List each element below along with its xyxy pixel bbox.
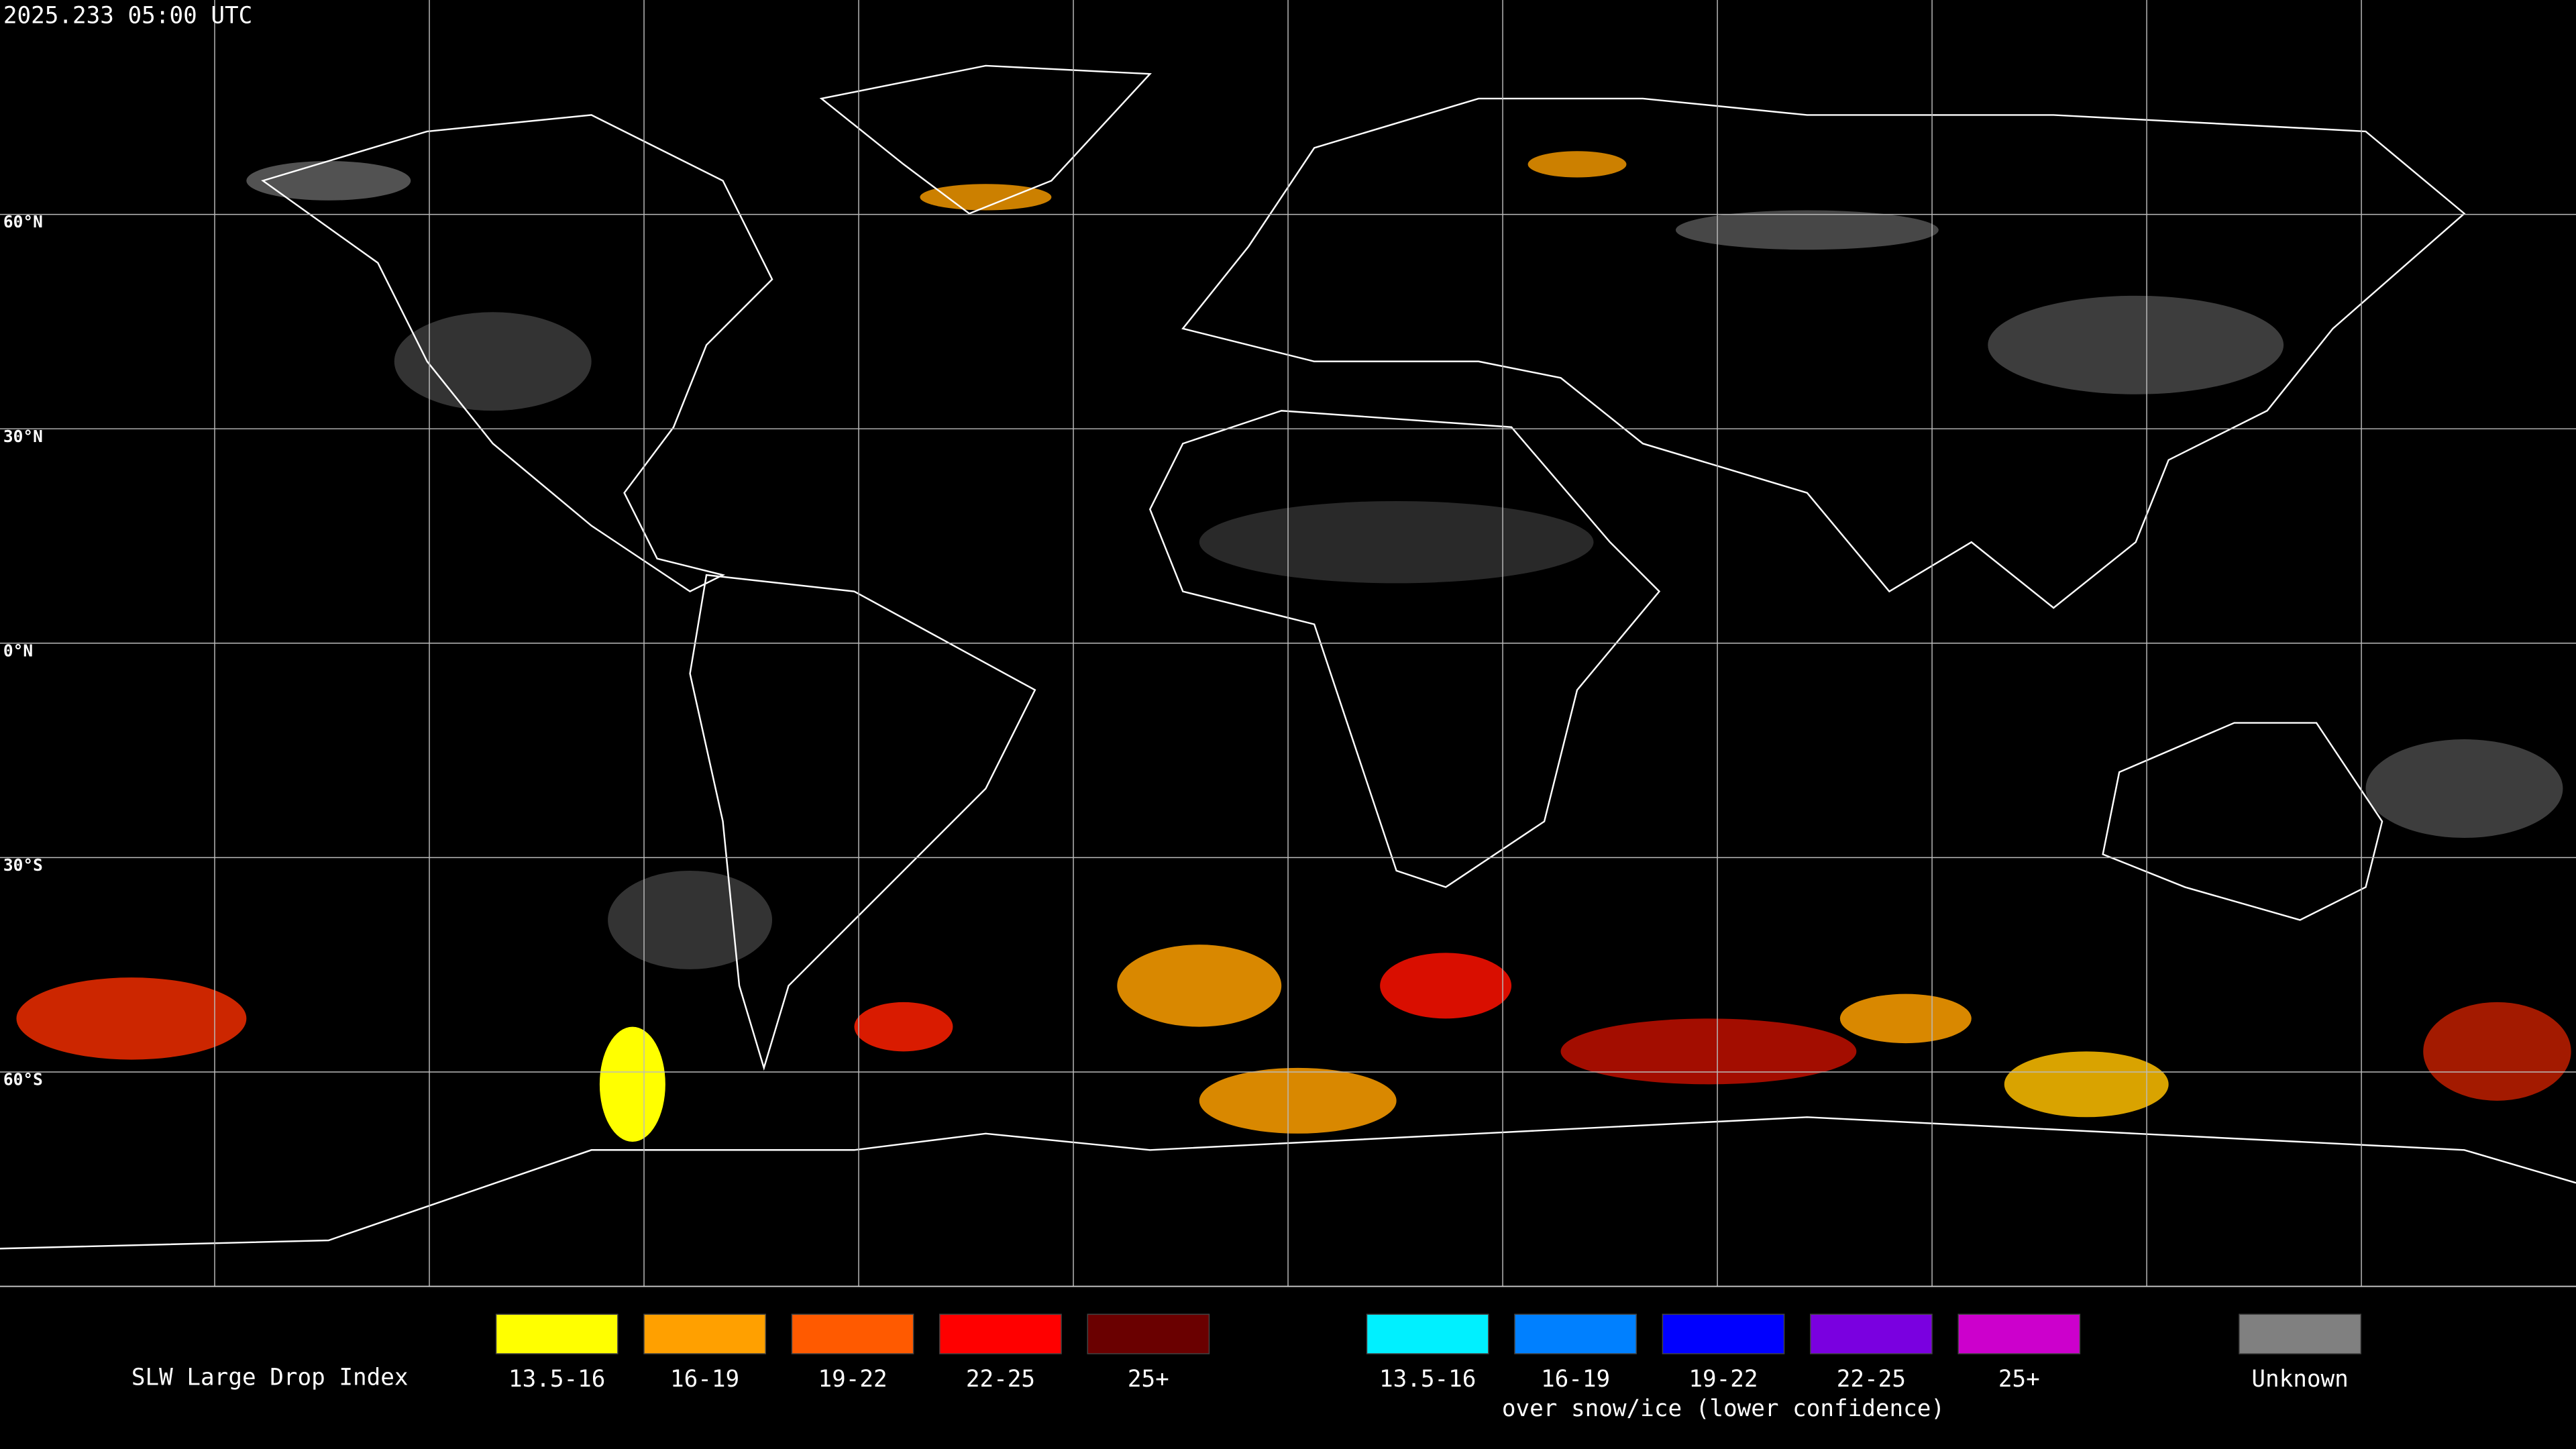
legend-label: 22-25 <box>966 1366 1035 1393</box>
latitude-label: 30°N <box>3 427 43 446</box>
legend: SLW Large Drop Index over snow/ice (lowe… <box>131 1313 2361 1422</box>
legend-swatch <box>791 1313 914 1354</box>
latitude-label: 60°N <box>3 212 43 231</box>
coastlines <box>0 64 2576 1250</box>
legend-label: 13.5-16 <box>508 1366 605 1393</box>
legend-title: SLW Large Drop Index <box>131 1364 409 1391</box>
legend-swatch <box>2239 1313 2361 1354</box>
map <box>0 0 2576 1287</box>
graticule <box>0 0 2576 1287</box>
legend-swatch <box>1087 1313 1210 1354</box>
legend-label: 22-25 <box>1837 1366 1906 1393</box>
latitude-label: 0°N <box>3 641 33 660</box>
legend-label: 25+ <box>1998 1366 2040 1393</box>
timestamp: 2025.233 05:00 UTC <box>3 2 252 29</box>
legend-label: 16-19 <box>1541 1366 1610 1393</box>
latitude-label: 30°S <box>3 855 43 875</box>
legend-swatch <box>939 1313 1062 1354</box>
legend-label: 19-22 <box>1688 1366 1758 1393</box>
legend-label: 13.5-16 <box>1379 1366 1476 1393</box>
legend-swatch <box>1366 1313 1489 1354</box>
latitude-label: 60°S <box>3 1070 43 1089</box>
legend-label: Unknown <box>2251 1366 2348 1393</box>
legend-swatch <box>1514 1313 1637 1354</box>
cloud-imagery <box>16 151 2571 1142</box>
legend-label: 25+ <box>1128 1366 1169 1393</box>
legend-swatch <box>1957 1313 2081 1354</box>
legend-swatch <box>643 1313 766 1354</box>
latitude-labels: 60°N 30°N 0°N 30°S 60°S <box>3 212 43 1089</box>
legend-label: 16-19 <box>670 1366 739 1393</box>
snow-ice-note: over snow/ice (lower confidence) <box>1502 1395 1945 1422</box>
legend-swatch <box>1662 1313 1785 1354</box>
legend-label: 19-22 <box>818 1366 887 1393</box>
legend-swatch <box>1810 1313 1933 1354</box>
legend-swatch <box>495 1313 619 1354</box>
